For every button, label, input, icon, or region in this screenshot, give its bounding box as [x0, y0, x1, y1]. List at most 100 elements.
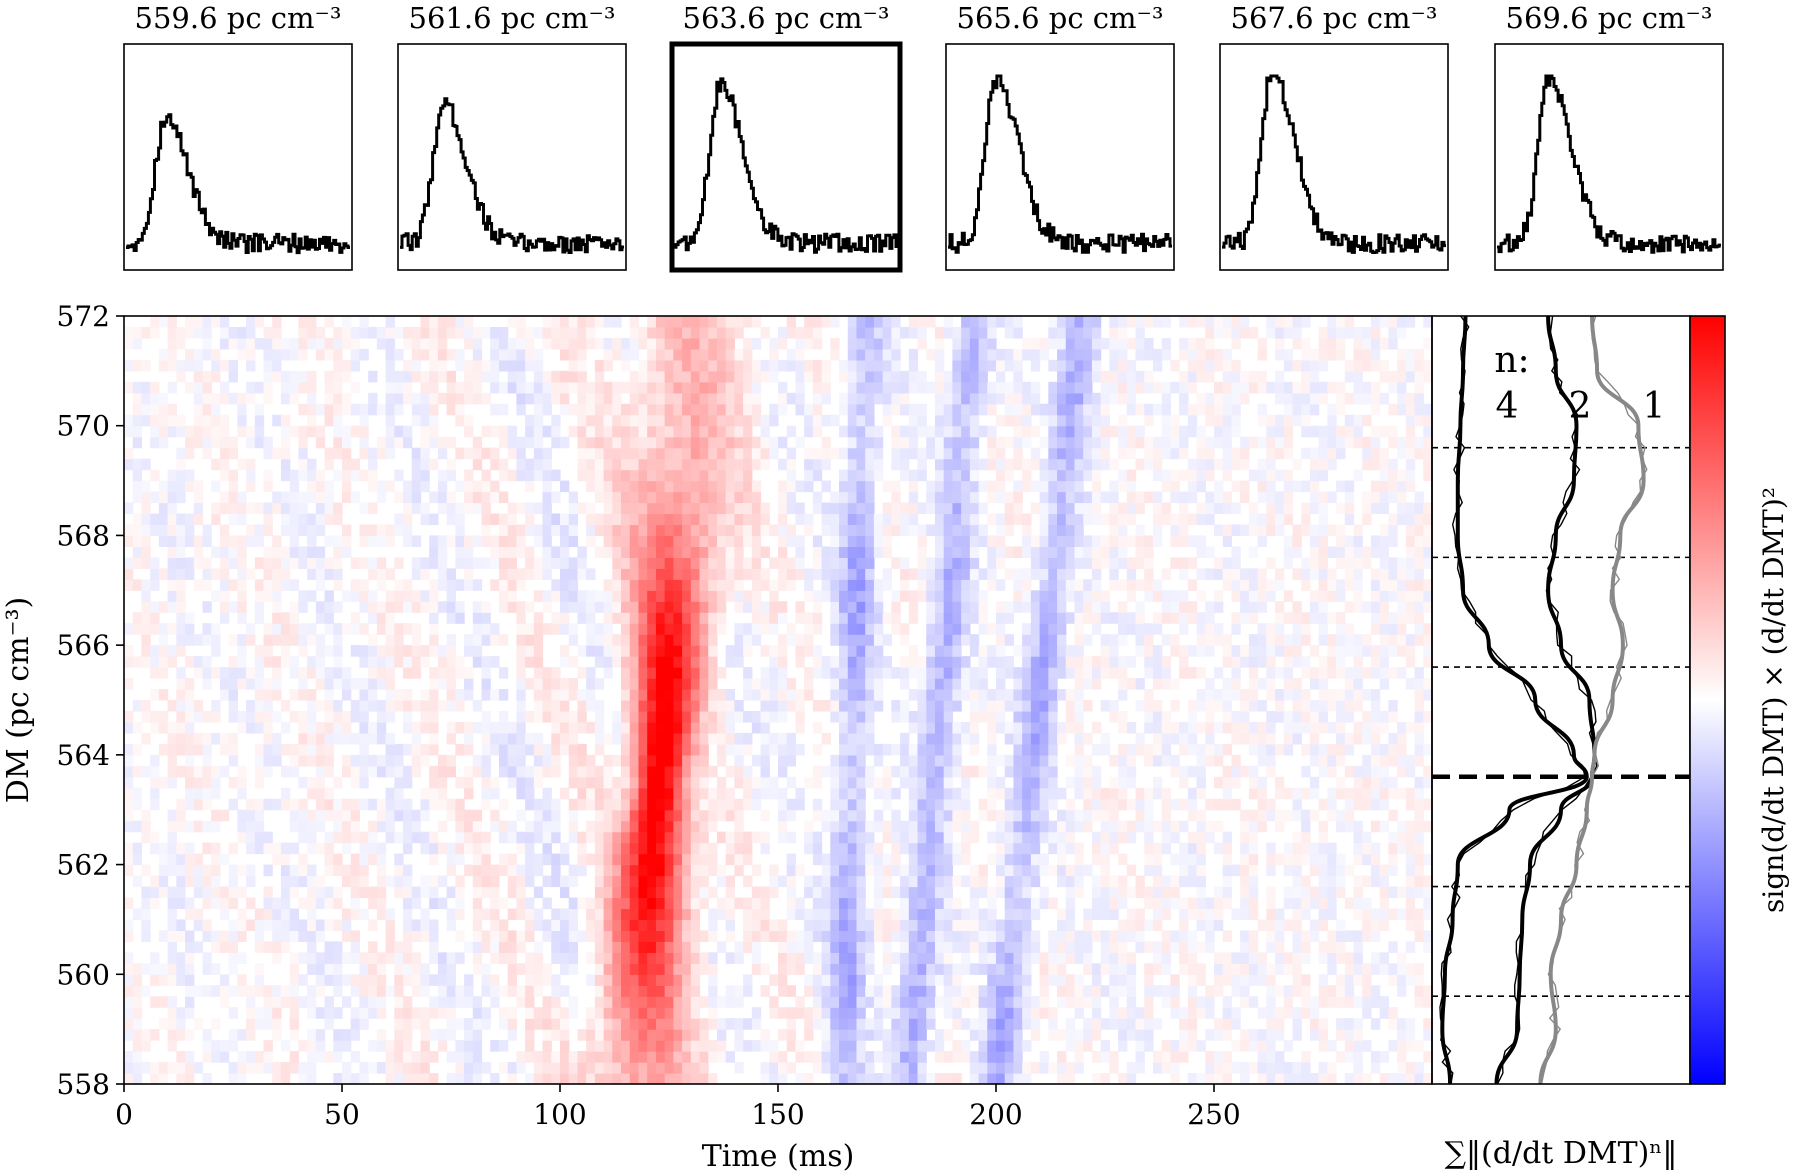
heatmap-cell — [1205, 754, 1215, 767]
heatmap-cell — [1144, 1018, 1154, 1030]
heatmap-cell — [603, 1073, 613, 1084]
heatmap-cell — [751, 919, 762, 931]
heatmap-cell — [1161, 710, 1171, 723]
heatmap-cell — [934, 952, 945, 964]
heatmap-cell — [1362, 689, 1372, 701]
heatmap-cell — [307, 1051, 317, 1063]
heatmap-cell — [150, 601, 160, 613]
heatmap-cell — [359, 853, 369, 866]
heatmap-cell — [1405, 634, 1416, 646]
heatmap-cell — [830, 634, 840, 646]
heatmap-cell — [1214, 623, 1224, 635]
heatmap-cell — [307, 908, 317, 921]
heatmap-cell — [193, 1062, 204, 1074]
heatmap-cell — [1214, 700, 1224, 712]
heatmap-cell — [376, 963, 387, 975]
heatmap-cell — [455, 656, 465, 668]
heatmap-cell — [1266, 919, 1276, 931]
heatmap-cell — [1222, 579, 1233, 591]
heatmap-cell — [1161, 930, 1171, 942]
heatmap-cell — [498, 590, 509, 602]
heatmap-cell — [1004, 612, 1015, 624]
heatmap-cell — [638, 963, 648, 975]
heatmap-cell — [586, 798, 596, 811]
heatmap-cell — [280, 1073, 291, 1084]
heatmap-cell — [699, 842, 709, 855]
heatmap-cell — [1423, 1029, 1432, 1041]
heatmap-cell — [1301, 974, 1311, 986]
heatmap-cell — [1022, 996, 1032, 1008]
heatmap-cell — [716, 623, 727, 635]
heatmap-cell — [385, 831, 395, 844]
heatmap-cell — [865, 721, 875, 734]
heatmap-cell — [237, 985, 247, 997]
heatmap-cell — [621, 678, 631, 690]
heatmap-cell — [1048, 765, 1058, 778]
heatmap-cell — [847, 645, 858, 657]
heatmap-cell — [1327, 765, 1337, 778]
heatmap-cell — [472, 1029, 483, 1041]
heatmap-cell — [603, 842, 613, 855]
heatmap-cell — [132, 765, 143, 778]
heatmap-cell — [1257, 678, 1267, 690]
heatmap-cell — [1344, 897, 1355, 910]
heatmap-cell — [516, 787, 526, 800]
heatmap-cell — [141, 579, 151, 591]
heatmap-cell — [307, 886, 317, 899]
heatmap-cell — [525, 875, 535, 888]
heatmap-cell — [577, 1029, 587, 1041]
heatmap-cell — [908, 908, 919, 921]
heatmap-cell — [211, 1040, 221, 1052]
heatmap-cell — [996, 864, 1006, 877]
heatmap-cell — [1083, 700, 1093, 712]
heatmap-cell — [551, 667, 561, 679]
heatmap-cell — [246, 798, 256, 811]
heatmap-cell — [1030, 776, 1041, 789]
heatmap-cell — [455, 908, 465, 921]
heatmap-cell — [812, 963, 823, 975]
heatmap-cell — [1301, 831, 1311, 844]
heatmap-cell — [961, 820, 971, 833]
heatmap-cell — [1196, 974, 1206, 986]
heatmap-cell — [690, 590, 701, 602]
heatmap-cell — [193, 787, 204, 800]
heatmap-cell — [420, 1040, 430, 1052]
heatmap-cell — [1266, 710, 1276, 723]
heatmap-cell — [891, 765, 901, 778]
heatmap-cell — [568, 798, 579, 811]
heatmap-cell — [132, 974, 143, 986]
heatmap-cell — [1109, 579, 1119, 591]
heatmap-cell — [1022, 864, 1032, 877]
heatmap-cell — [385, 656, 395, 668]
heatmap-cell — [429, 579, 439, 591]
heatmap-cell — [917, 1029, 927, 1041]
heatmap-cell — [778, 1073, 788, 1084]
heatmap-cell — [839, 623, 849, 635]
heatmap-cell — [1170, 886, 1180, 899]
heatmap-cell — [124, 842, 134, 855]
heatmap-cell — [1161, 875, 1171, 888]
heatmap-cell — [839, 634, 849, 646]
heatmap-cell — [298, 776, 308, 789]
heatmap-cell — [996, 952, 1006, 964]
heatmap-cell — [516, 842, 526, 855]
heatmap-cell — [132, 1062, 143, 1074]
heatmap-cell — [664, 1040, 674, 1052]
heatmap-cell — [1214, 590, 1224, 602]
heatmap-cell — [1152, 864, 1163, 877]
heatmap-cell — [1118, 787, 1128, 800]
heatmap-cell — [621, 798, 631, 811]
heatmap-cell — [359, 732, 369, 745]
heatmap-cell — [368, 754, 378, 767]
heatmap-cell — [908, 765, 919, 778]
heatmap-cell — [1083, 908, 1093, 921]
heatmap-cell — [682, 667, 692, 679]
heatmap-cell — [647, 700, 657, 712]
heatmap-cell — [1370, 864, 1381, 877]
heatmap-cell — [1248, 1062, 1259, 1074]
heatmap-cell — [1397, 1051, 1407, 1063]
heatmap-cell — [1266, 996, 1276, 1008]
heatmap-cell — [839, 612, 849, 624]
heatmap-cell — [847, 853, 858, 866]
heatmap-cell — [1022, 1018, 1032, 1030]
